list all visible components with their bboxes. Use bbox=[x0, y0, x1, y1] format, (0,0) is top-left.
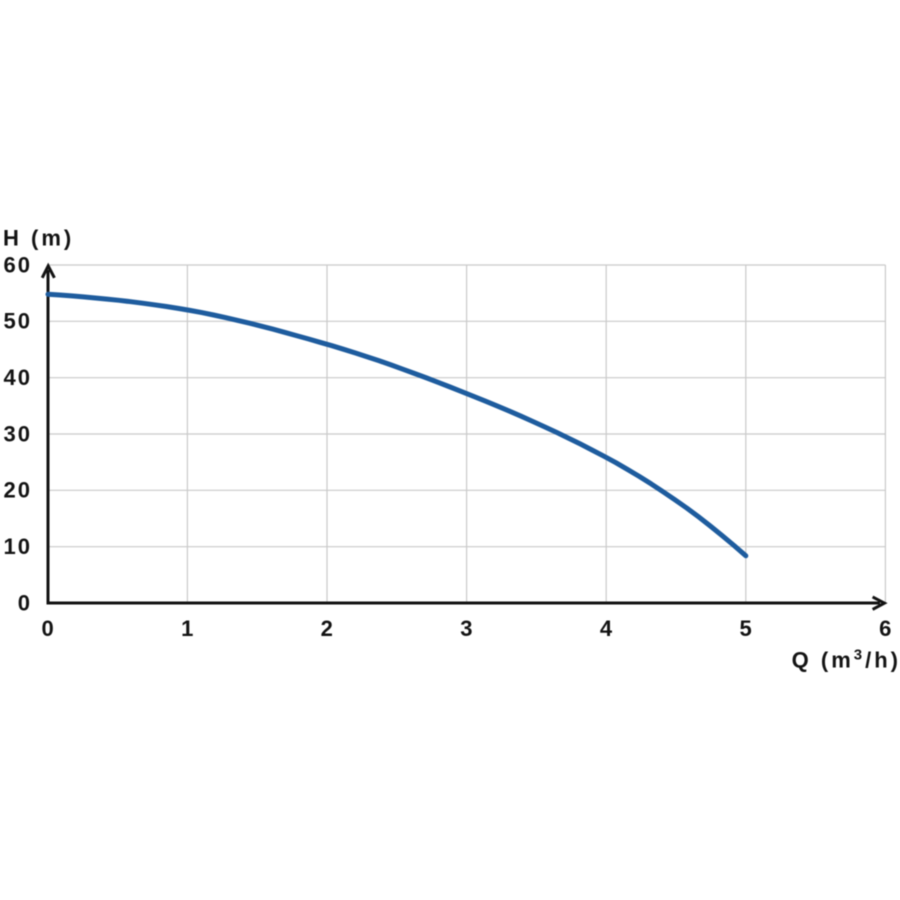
svg-text:Q (m3/h): Q (m3/h) bbox=[792, 646, 900, 673]
svg-text:H (m): H (m) bbox=[3, 226, 74, 251]
svg-text:10: 10 bbox=[4, 534, 32, 559]
svg-text:20: 20 bbox=[4, 478, 32, 503]
svg-text:60: 60 bbox=[4, 252, 32, 277]
svg-text:30: 30 bbox=[4, 421, 32, 446]
svg-text:0: 0 bbox=[18, 590, 32, 615]
svg-text:2: 2 bbox=[321, 616, 335, 641]
svg-text:3: 3 bbox=[460, 616, 474, 641]
svg-text:5: 5 bbox=[739, 616, 753, 641]
svg-text:40: 40 bbox=[4, 365, 32, 390]
svg-text:4: 4 bbox=[600, 616, 614, 641]
svg-text:6: 6 bbox=[879, 616, 893, 641]
svg-text:50: 50 bbox=[4, 309, 32, 334]
svg-text:0: 0 bbox=[41, 616, 55, 641]
svg-text:1: 1 bbox=[181, 616, 195, 641]
